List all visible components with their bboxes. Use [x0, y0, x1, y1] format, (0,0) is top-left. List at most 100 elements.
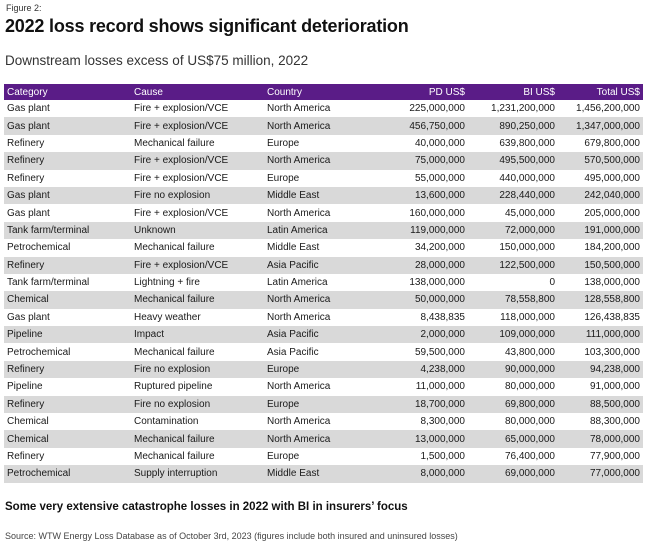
cell-category: Gas plant — [7, 311, 50, 323]
cell-category: Refinery — [7, 259, 45, 271]
cell-total: 242,040,000 — [584, 190, 640, 202]
cell-category: Gas plant — [7, 103, 50, 115]
cell-country: North America — [267, 433, 331, 445]
cell-pd: 50,000,000 — [414, 294, 465, 306]
header-bi: BI US$ — [523, 86, 555, 98]
cell-category: Petrochemical — [7, 468, 71, 480]
cell-bi: 109,000,000 — [499, 329, 555, 341]
table-row: Refinery Fire no explosion Europe 4,238,000… — [4, 360, 643, 379]
cell-total: 128,558,800 — [584, 294, 640, 306]
cell-pd: 4,238,000 — [420, 364, 466, 376]
cell-total: 91,000,000 — [589, 381, 640, 393]
cell-category: Refinery — [7, 155, 45, 167]
cell-category: Petrochemical — [7, 242, 71, 254]
table-row: Petrochemical Mechanical failure Middle Ea… — [4, 239, 643, 257]
cell-pd: 11,000,000 — [415, 381, 465, 393]
cell-cause: Fire + explosion/VCE — [134, 120, 229, 132]
cell-total: 111,000,000 — [585, 329, 640, 341]
cell-bi: 90,000,000 — [504, 364, 555, 376]
cell-category: Chemical — [7, 294, 49, 306]
page-title: 2022 loss record shows significant deter… — [5, 16, 409, 36]
loss-table: Category Cause Country PD US$ BI US$ Tot… — [4, 84, 643, 483]
cell-country: North America — [267, 294, 331, 306]
header-country: Country — [267, 86, 303, 98]
cell-bi: 639,800,000 — [499, 137, 555, 149]
cell-category: Tank farm/terminal — [7, 224, 90, 236]
table-row: Tank farm/terminal Lightning + fire Latin … — [4, 273, 643, 292]
cell-bi: 65,000,000 — [504, 433, 555, 445]
table-row: Tank farm/terminal Unknown Latin America 11… — [4, 221, 643, 240]
cell-country: Asia Pacific — [267, 346, 319, 358]
cell-total: 88,500,000 — [589, 398, 640, 410]
cell-pd: 34,200,000 — [414, 242, 465, 254]
table-row: Gas plant Fire no explosion Middle East 13,… — [4, 186, 643, 205]
table-row: Refinery Mechanical failure Europe 40,000,0… — [4, 134, 643, 153]
table-row: Refinery Mechanical failure Europe 1,500,00… — [4, 447, 643, 466]
cell-country: North America — [267, 416, 331, 428]
header-category: Category — [7, 86, 48, 98]
cell-pd: 119,000,000 — [410, 224, 465, 236]
cell-category: Pipeline — [7, 381, 43, 393]
cell-cause: Mechanical failure — [134, 433, 215, 445]
table-header-row: Category Cause Country PD US$ BI US$ Tot… — [4, 84, 643, 100]
cell-cause: Mechanical failure — [134, 346, 215, 358]
cell-country: Latin America — [267, 224, 328, 236]
cell-pd: 55,000,000 — [414, 172, 465, 184]
cell-bi: 122,500,000 — [499, 259, 555, 271]
cell-bi: 76,400,000 — [504, 451, 555, 462]
cell-total: 205,000,000 — [584, 207, 640, 219]
table-row: Petrochemical Mechanical failure Asia Paci… — [4, 343, 643, 361]
cell-total: 77,000,000 — [589, 468, 640, 480]
cell-country: North America — [267, 381, 331, 393]
cell-cause: Supply interruption — [134, 468, 218, 480]
table-row: Refinery Fire no explosion Europe 18,700,00… — [4, 395, 643, 414]
cell-bi: 440,000,000 — [499, 172, 555, 184]
cell-category: Chemical — [7, 416, 49, 428]
cell-cause: Fire no explosion — [134, 364, 211, 376]
cell-pd: 18,700,000 — [414, 398, 465, 410]
cell-country: Latin America — [267, 277, 328, 289]
cell-country: Asia Pacific — [267, 329, 319, 341]
cell-category: Petrochemical — [7, 346, 71, 358]
cell-bi: 1,231,200,000 — [491, 103, 555, 115]
table-row: Chemical Mechanical failure North America 5… — [4, 291, 643, 309]
cell-country: North America — [267, 207, 331, 219]
cell-total: 570,500,000 — [584, 155, 640, 167]
cell-bi: 69,800,000 — [504, 398, 555, 410]
source-note: Source: WTW Energy Loss Database as of O… — [5, 531, 458, 541]
table-row: Refinery Fire + explosion/VCE North Americ… — [4, 152, 643, 170]
cell-pd: 28,000,000 — [414, 259, 465, 271]
cell-country: North America — [267, 120, 331, 132]
cell-category: Tank farm/terminal — [7, 277, 90, 289]
cell-cause: Mechanical failure — [134, 137, 215, 149]
cell-pd: 8,000,000 — [420, 468, 466, 480]
cell-total: 1,456,200,000 — [576, 103, 640, 115]
cell-cause: Mechanical failure — [134, 242, 215, 254]
table-row: Refinery Fire + explosion/VCE Europe 55,000… — [4, 169, 643, 187]
cell-pd: 8,438,835 — [420, 311, 466, 323]
cell-bi: 495,500,000 — [499, 155, 555, 167]
cell-category: Refinery — [7, 398, 45, 410]
cell-bi: 228,440,000 — [499, 190, 555, 202]
cell-bi: 0 — [549, 277, 555, 289]
cell-total: 126,438,835 — [584, 311, 640, 323]
cell-pd: 13,000,000 — [414, 433, 465, 445]
table-body: Gas plant Fire + explosion/VCE North Ameri… — [4, 100, 643, 483]
cell-country: Europe — [267, 451, 300, 462]
cell-cause: Fire + explosion/VCE — [134, 207, 229, 219]
cell-total: 77,900,000 — [589, 451, 640, 462]
cell-pd: 138,000,000 — [409, 277, 465, 289]
cell-total: 150,500,000 — [584, 259, 640, 271]
table-row: Chemical Contamination North America 8,300,… — [4, 413, 643, 431]
cell-total: 78,000,000 — [589, 433, 640, 445]
cell-category: Refinery — [7, 172, 45, 184]
cell-bi: 72,000,000 — [504, 224, 555, 236]
cell-pd: 160,000,000 — [409, 207, 465, 219]
figure-label: Figure 2: — [6, 3, 42, 13]
cell-cause: Fire no explosion — [134, 398, 211, 410]
cell-pd: 75,000,000 — [414, 155, 465, 167]
cell-total: 184,200,000 — [584, 242, 640, 254]
cell-cause: Lightning + fire — [134, 277, 200, 289]
cell-country: Middle East — [267, 468, 320, 480]
